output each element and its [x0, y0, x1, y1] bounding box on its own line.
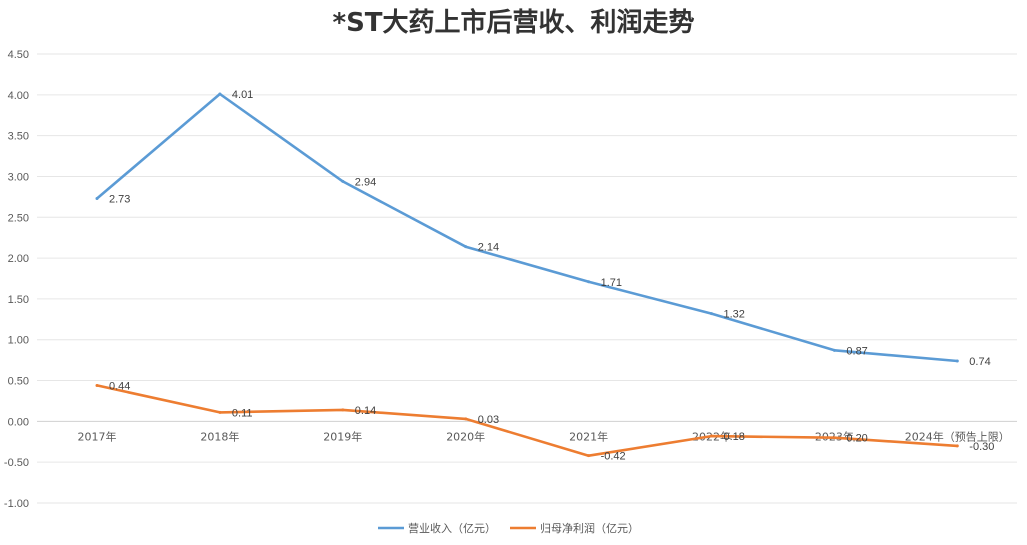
data-point: [710, 434, 713, 438]
data-label: 0.03: [478, 414, 499, 426]
data-point: [832, 348, 836, 352]
y-tick-label: 0.00: [8, 416, 29, 428]
data-label: 0.74: [969, 356, 990, 368]
data-point: [710, 312, 713, 316]
data-point: [832, 436, 836, 440]
x-tick-label: 2024年（预告上限）: [905, 429, 1010, 443]
y-tick-label: -1.00: [4, 498, 29, 510]
data-point: [587, 280, 591, 284]
y-tick-label: 3.50: [8, 131, 29, 143]
y-tick-label: 4.00: [8, 90, 29, 102]
x-tick-label: 2017年: [78, 429, 117, 443]
data-label: 0.87: [846, 345, 867, 357]
data-label: 2.94: [355, 176, 376, 188]
data-label: 1.32: [724, 309, 745, 321]
gridlines: [37, 53, 1017, 504]
data-label: 0.14: [355, 405, 376, 417]
x-axis-ticks: 2017年2018年2019年2020年2021年2022年2023年2024年…: [78, 429, 1010, 443]
y-tick-label: 3.00: [8, 171, 29, 183]
x-tick-label: 2020年: [446, 429, 485, 443]
y-tick-label: 2.00: [8, 253, 29, 265]
data-labels: 2.73 4.01 2.94 2.14 1.71 1.32 0.87 0.74 0.44 0.11…: [109, 89, 994, 463]
data-point: [341, 408, 345, 412]
data-label: -0.42: [601, 451, 626, 463]
x-tick-label: 2018年: [200, 429, 239, 443]
y-tick-label: 1.00: [8, 335, 29, 347]
y-axis-ticks: 4.50 4.00 3.50 3.00 2.50 2.00 1.50 1.00 0.50 0.00…: [4, 49, 29, 510]
data-point: [464, 417, 468, 421]
series-line-1: [95, 384, 959, 458]
data-label: 2.14: [478, 242, 499, 254]
y-tick-label: 2.50: [8, 212, 29, 224]
data-label: 0.20: [846, 433, 867, 445]
data-label: 0.44: [109, 380, 130, 392]
data-label: 4.01: [232, 89, 253, 101]
x-tick-label: 2021年: [569, 429, 608, 443]
y-tick-label: 0.50: [8, 376, 29, 388]
legend-label: 营业收入（亿元）: [408, 521, 496, 535]
data-point: [95, 196, 99, 200]
series-lines: [95, 92, 959, 458]
data-point: [218, 410, 222, 414]
data-label: 0.18: [724, 431, 745, 443]
data-label: -0.30: [969, 441, 994, 453]
data-point: [464, 245, 468, 249]
data-label: 0.11: [232, 407, 253, 419]
data-point: [341, 179, 345, 183]
chart-title: *ST大药上市后营收、利润走势: [332, 8, 695, 38]
data-point: [587, 454, 591, 458]
y-tick-label: -0.50: [4, 457, 29, 469]
data-point: [95, 383, 99, 387]
legend-label: 归母净利润（亿元）: [540, 521, 639, 535]
x-tick-label: 2019年: [323, 429, 362, 443]
data-label: 2.73: [109, 193, 130, 205]
data-label: 1.71: [601, 277, 622, 289]
legend: 营业收入（亿元） 归母净利润（亿元）: [378, 521, 639, 535]
data-point: [955, 444, 959, 448]
y-tick-label: 4.50: [8, 49, 29, 61]
data-point: [955, 359, 959, 363]
y-tick-label: 1.50: [8, 294, 29, 306]
series-line-0: [95, 92, 959, 363]
data-point: [218, 92, 222, 96]
